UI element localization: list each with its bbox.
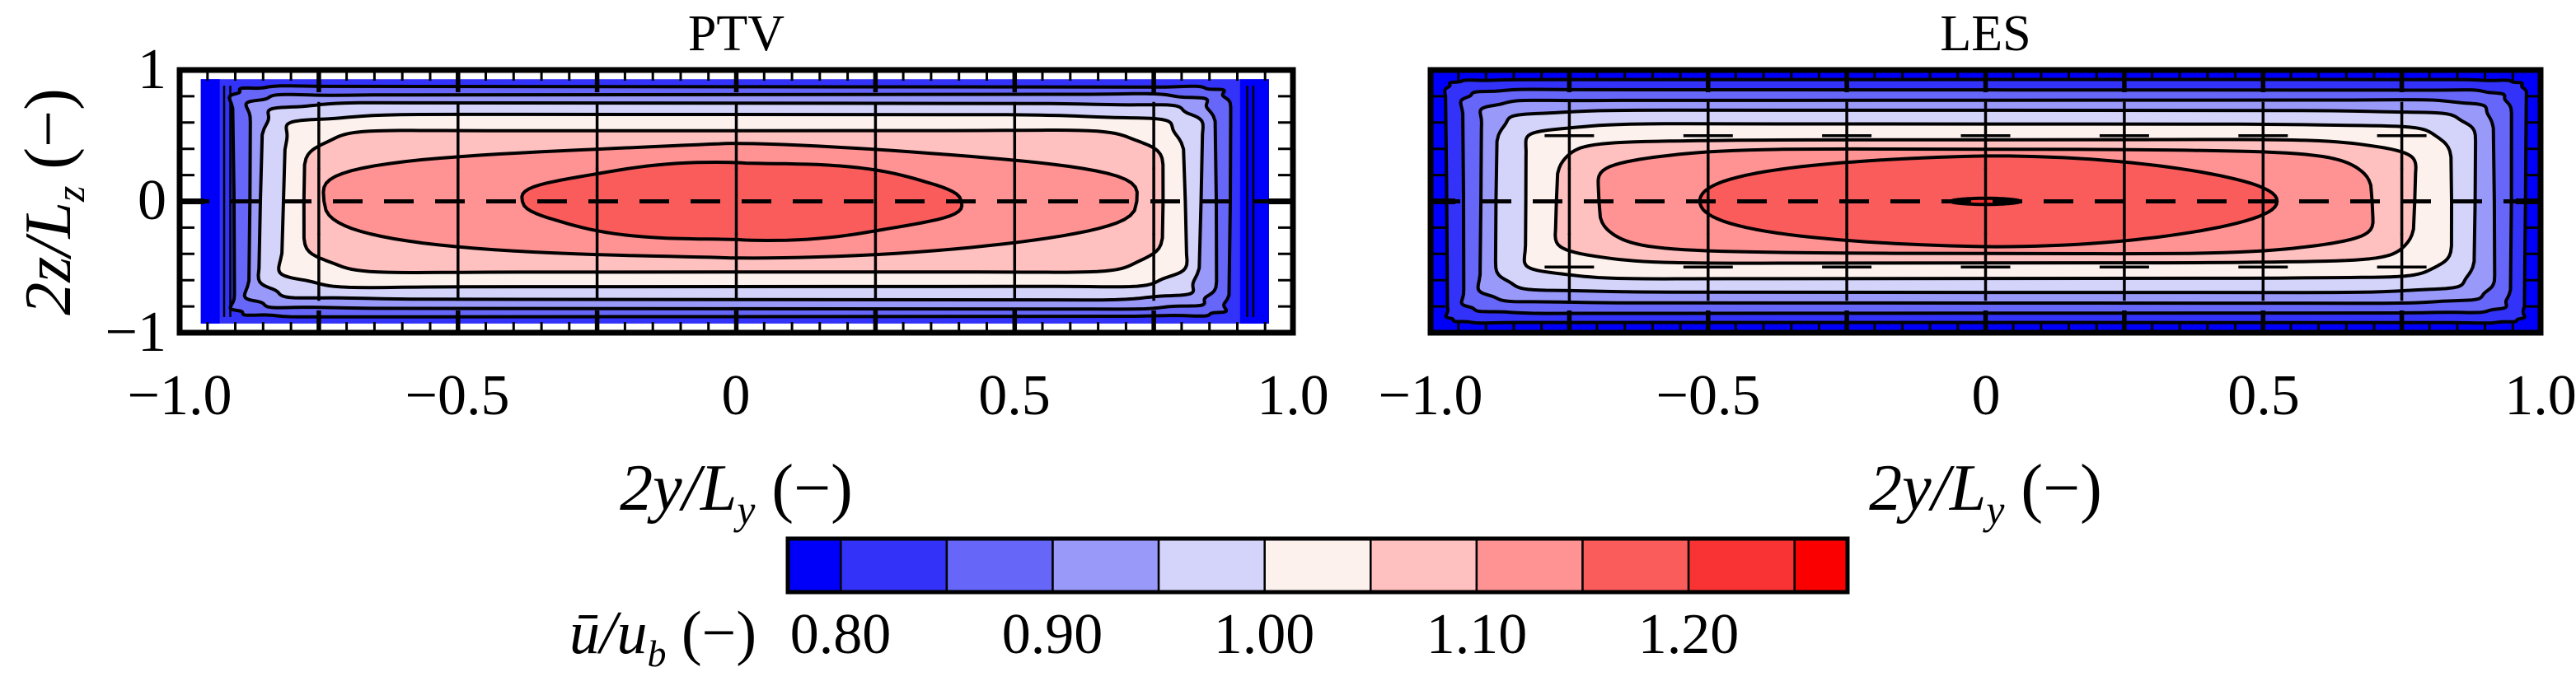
colorbar-segment (1157, 537, 1266, 594)
x-axis-label-left: 2y/Ly (−) (620, 452, 853, 533)
x-tick-right-05: 0.5 (2227, 364, 2300, 427)
colorbar-segment (1581, 537, 1690, 594)
axes-box (1427, 67, 2544, 336)
x-tick-left-05: 0.5 (978, 364, 1051, 427)
x-tick-left-10: 1.0 (1257, 364, 1329, 427)
x-axis-label-right: 2y/Ly (−) (1869, 452, 2102, 533)
axes-box (176, 67, 1296, 336)
x-tick-right-10: 1.0 (2504, 364, 2576, 427)
colorbar-tick-110: 1.10 (1426, 603, 1528, 666)
colorbar-segment (840, 537, 948, 594)
contour-band (200, 79, 220, 324)
y-axis-label: 2z/Lz (−) (12, 88, 93, 315)
x-tick-right-m05: −0.5 (1656, 364, 1761, 427)
colorbar-segment (1370, 537, 1478, 594)
y-tick-label-1: 1 (138, 38, 166, 101)
x-tick-right-m10: −1.0 (1378, 364, 1483, 427)
colorbar-segment (1051, 537, 1160, 594)
colorbar-tick-120: 1.20 (1637, 603, 1740, 666)
colorbar-segment (786, 537, 842, 594)
plot-title-ptv: PTV (687, 6, 785, 62)
colorbar-segment (1263, 537, 1372, 594)
colorbar-tick-090: 0.90 (1001, 603, 1103, 666)
colorbar-tick-080: 0.80 (789, 603, 892, 666)
colorbar-segment (1793, 537, 1849, 594)
colorbar-segment (1687, 537, 1796, 594)
y-tick-label-m1: −1 (105, 301, 166, 364)
x-tick-right-0: 0 (1971, 364, 2001, 427)
x-tick-left-0: 0 (721, 364, 751, 427)
y-tick-label-0: 0 (138, 169, 166, 232)
colorbar-outline (785, 536, 1850, 595)
contour-plot-les (1427, 67, 2544, 336)
x-tick-left-m10: −1.0 (127, 364, 232, 427)
colorbar-segment (945, 537, 1054, 594)
plot-title-les: LES (1940, 6, 2031, 62)
contour-plot-ptv (176, 67, 1296, 336)
x-tick-left-m05: −0.5 (405, 364, 510, 427)
colorbar-label: ū/ub (−) (569, 600, 756, 674)
colorbar-segment (1475, 537, 1584, 594)
colorbar-tick-100: 1.00 (1213, 603, 1315, 666)
colorbar (785, 536, 1850, 595)
